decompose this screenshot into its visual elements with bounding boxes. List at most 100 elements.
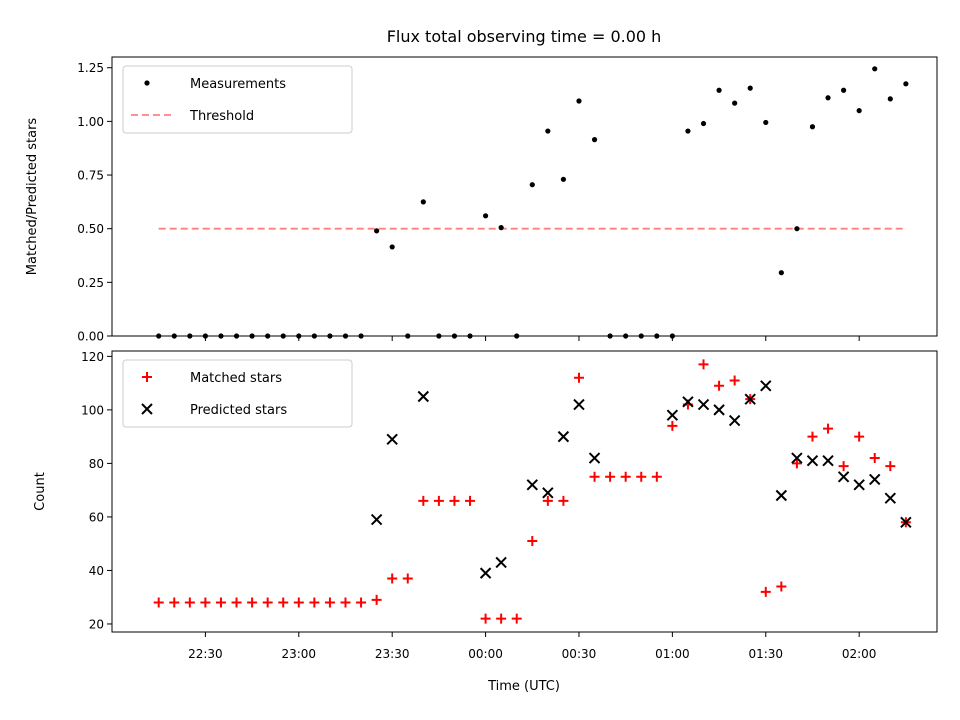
legend-box (122, 359, 353, 428)
measurement-point (389, 244, 395, 250)
measurement-point (856, 108, 862, 114)
measurement-point (825, 95, 831, 101)
matched-stars-point (340, 597, 351, 608)
axes-frame (111, 350, 938, 633)
y-axis-label: Matched/Predicted stars (25, 118, 40, 276)
predicted-stars-point (370, 513, 383, 526)
measurement-point (498, 225, 504, 231)
predicted-stars-point (728, 414, 741, 427)
matched-stars-point (496, 613, 507, 624)
count-panel: 22:30 23:00 23:30 00:00 00:30 01:00 01:30 02:00… (33, 350, 938, 661)
measurement-point (700, 120, 707, 127)
matched-stars-point (776, 581, 787, 592)
matched-stars-point (651, 471, 662, 482)
x-tick-label: 00:30 (562, 647, 597, 661)
measurement-point (903, 81, 909, 87)
x-tick-label: 23:00 (281, 647, 316, 661)
y-tick-label: 1.25 (77, 61, 104, 75)
matched-stars-point (527, 536, 538, 547)
matched-stars-point (698, 359, 709, 370)
legend-label: Threshold (189, 109, 254, 124)
legend-marker-measurements (144, 80, 150, 86)
matched-stars-point (885, 461, 896, 472)
chart-title: Flux total observing time = 0.00 h (387, 27, 662, 46)
predicted-stars-point (760, 380, 772, 392)
predicted-stars-point (542, 487, 554, 499)
y-tick-label: 80 (89, 457, 104, 471)
ratio-panel: 0.00 0.25 0.50 0.75 1.00 1.25 Matched/Predicte… (25, 56, 938, 344)
measurement-point (763, 119, 769, 126)
matched-stars-point (247, 597, 258, 608)
predicted-stars-point (775, 489, 788, 502)
y-tick-label: 60 (89, 510, 104, 524)
matched-stars-point (293, 597, 304, 608)
measurement-point (841, 87, 847, 93)
legend-label: Matched stars (190, 371, 282, 386)
matched-stars-point (729, 375, 740, 386)
legend-marker-predicted (141, 403, 153, 415)
predicted-stars-point (744, 393, 756, 405)
matched-stars-point (402, 573, 413, 584)
matched-stars-point (558, 495, 569, 506)
measurement-point (794, 226, 800, 232)
axes-frame (111, 56, 938, 337)
matched-stars-point (215, 597, 226, 608)
predicted-stars-point (666, 409, 679, 421)
matched-stars-point (511, 613, 522, 624)
measurement-point (716, 87, 722, 93)
predicted-stars-point (791, 452, 803, 464)
measurement-point (778, 270, 784, 276)
y-tick-label: 100 (81, 403, 104, 417)
y-tick-label: 120 (81, 350, 104, 364)
x-axis-label: Time (UTC) (487, 679, 560, 694)
measurement-point (420, 199, 426, 205)
measurement-point (560, 176, 567, 182)
matched-stars-point (278, 597, 289, 608)
measurement-point (529, 182, 535, 188)
matched-stars-point (807, 431, 818, 442)
measurement-point (545, 128, 551, 134)
predicted-stars-point (588, 452, 601, 464)
matched-stars-point (573, 372, 584, 383)
y-tick-label: 0.00 (77, 330, 104, 344)
measurement-point (887, 96, 893, 102)
matched-stars-point (433, 495, 444, 506)
x-tick-label: 23:30 (375, 647, 410, 661)
predicted-stars-point (806, 455, 819, 467)
matched-stars-point (324, 597, 335, 608)
x-tick-label: 00:00 (468, 647, 503, 661)
predicted-stars-point (853, 479, 865, 491)
matched-stars-point (667, 420, 678, 431)
matched-stars-point (714, 380, 725, 391)
matched-stars-point (387, 573, 398, 584)
predicted-stars-point (682, 396, 694, 408)
predicted-stars-point (417, 390, 430, 403)
measurement-point (747, 85, 753, 91)
matched-stars-point (309, 597, 320, 608)
y-tick-label: 0.50 (77, 222, 104, 236)
matched-stars-point (200, 597, 211, 608)
matched-stars-point (418, 495, 429, 506)
matched-stars-point (838, 461, 849, 472)
predicted-stars-point (573, 398, 585, 411)
matched-stars-point (262, 597, 273, 608)
predicted-stars-point (900, 516, 912, 528)
legend-label: Predicted stars (190, 403, 287, 418)
measurement-point (374, 228, 380, 234)
predicted-stars-point (479, 567, 492, 579)
predicted-stars-point (557, 430, 570, 443)
matched-stars-point (371, 594, 382, 605)
matched-stars-point (589, 471, 600, 482)
y-tick-label: 40 (89, 564, 104, 578)
matched-stars-point (184, 597, 195, 608)
measurement-point (732, 100, 738, 106)
matched-stars-point (605, 471, 616, 482)
y-tick-label: 0.75 (77, 169, 104, 183)
predicted-stars-point (884, 492, 897, 504)
measurement-point (482, 213, 489, 219)
legend-label: Measurements (190, 77, 286, 92)
predicted-stars-point (822, 455, 834, 467)
matched-stars-point (636, 471, 647, 482)
matched-stars-point (480, 613, 491, 624)
matched-stars-point (465, 495, 476, 506)
